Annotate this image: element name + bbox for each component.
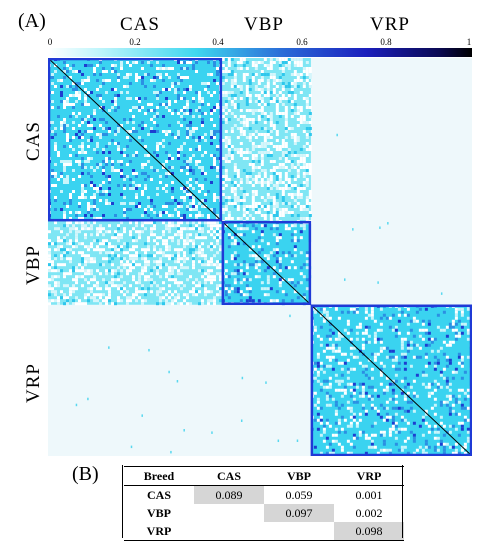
- column-label-vbp: VBP: [244, 14, 284, 35]
- cell-cas-vbp: 0.059: [285, 487, 313, 502]
- group-box-vrp: [310, 304, 472, 456]
- colorbar-tick-1: 0.2: [129, 37, 141, 47]
- colorbar-tick-0: 0: [47, 37, 53, 47]
- cell-vbp-vbp: 0.097: [264, 504, 334, 522]
- table-row: VBP 0.097 0.002: [124, 504, 404, 522]
- cell-vrp-vrp: 0.098: [334, 522, 404, 541]
- cell-vrp-cas: [194, 522, 264, 541]
- fst-table: Breed CAS VBP VRP CAS 0.089 0.059 0.001 …: [124, 466, 404, 541]
- group-box-cas: [48, 58, 223, 222]
- panel-a-label: (A): [18, 10, 46, 32]
- table-header-row: Breed CAS VBP VRP: [124, 466, 404, 486]
- table-row: CAS 0.089 0.059 0.001: [124, 485, 404, 504]
- colorbar-tick-2: 0.4: [212, 37, 224, 47]
- column-label-vrp: VRP: [370, 14, 410, 35]
- relationship-heatmap: [48, 58, 472, 456]
- group-box-vbp: [221, 220, 312, 306]
- cell-vbp-cas: [194, 504, 264, 522]
- heatmap-block-cas-vbp: [221, 58, 312, 223]
- row-header-vbp: VBP: [147, 505, 171, 520]
- header-breed: Breed: [124, 466, 194, 486]
- colorbar: [48, 48, 472, 57]
- row-label-vbp: VBP: [23, 245, 44, 285]
- row-label-vrp: VRP: [23, 363, 44, 403]
- column-label-cas: CAS: [120, 14, 160, 35]
- panel-b-label: (B): [72, 463, 99, 485]
- colorbar-tick-4: 0.8: [380, 37, 392, 47]
- cell-cas-cas: 0.089: [194, 485, 264, 504]
- cell-vbp-vrp: 0.002: [355, 505, 383, 520]
- cell-vrp-vbp: [264, 522, 334, 541]
- heatmap-diagonal: [48, 58, 472, 456]
- row-label-cas: CAS: [23, 121, 44, 161]
- row-header-cas: CAS: [146, 487, 171, 502]
- header-cas: CAS: [194, 466, 264, 486]
- cell-cas-vrp: 0.001: [355, 487, 383, 502]
- header-vrp: VRP: [334, 466, 404, 486]
- colorbar-tick-3: 0.6: [296, 37, 308, 47]
- header-vbp: VBP: [264, 466, 334, 486]
- colorbar-tick-5: 1: [466, 37, 472, 47]
- heatmap-block-vbp-cas: [48, 221, 222, 306]
- table-row: VRP 0.098: [124, 522, 404, 541]
- heatmap-sparse-points: [75, 133, 443, 454]
- row-header-vrp: VRP: [124, 522, 194, 541]
